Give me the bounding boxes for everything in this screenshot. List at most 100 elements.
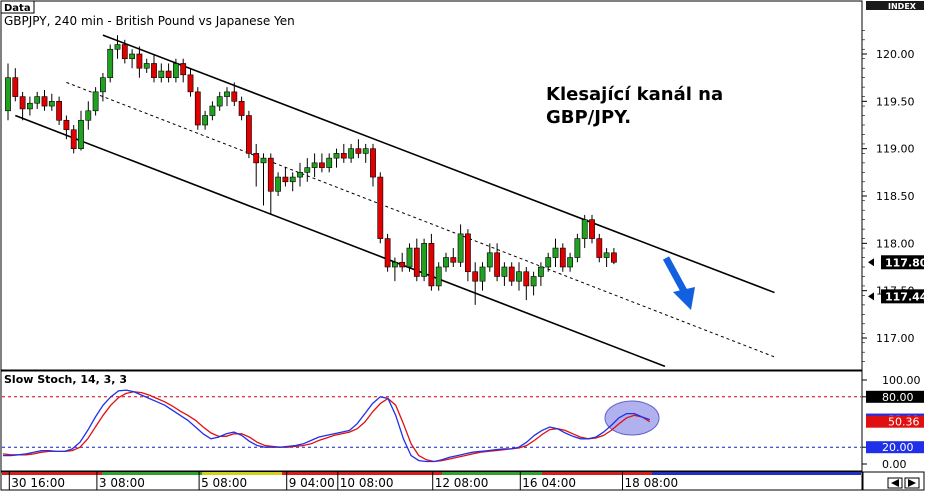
candle	[224, 87, 230, 107]
price-tag-pointer	[868, 258, 874, 267]
candle	[267, 153, 274, 215]
candle-body-bear	[180, 63, 187, 76]
candle	[26, 96, 33, 116]
price-tag-box	[881, 289, 924, 304]
candle-body-bull	[421, 243, 427, 277]
candle	[173, 58, 179, 83]
time-tick-label: 18 08:00	[625, 476, 679, 490]
candle	[567, 252, 573, 272]
candle	[246, 110, 252, 159]
candle	[165, 63, 172, 83]
candle	[187, 68, 194, 97]
candle	[136, 46, 143, 78]
candle-body-bull	[275, 176, 281, 192]
candle	[610, 248, 617, 265]
candle-body-bear	[194, 91, 201, 126]
candle	[589, 214, 595, 244]
price-tag-pointer	[868, 292, 874, 301]
candle	[85, 101, 92, 130]
candle	[348, 143, 354, 163]
candle-body-bear	[41, 96, 48, 107]
candle-body-bear	[413, 247, 420, 277]
data-tab[interactable]	[0, 0, 35, 14]
price-tick-label: 119.50	[876, 95, 915, 108]
candle	[282, 167, 289, 187]
price-tick-label: 118.50	[876, 190, 915, 203]
candle	[12, 68, 19, 102]
annotation-line-1: Klesající kanál na	[546, 84, 723, 105]
candle-body-bull	[85, 110, 92, 121]
candle	[370, 143, 376, 187]
candle	[428, 233, 435, 291]
candle	[603, 248, 610, 268]
candle-body-bull	[311, 162, 318, 168]
time-axis-colorbar	[2, 472, 861, 475]
price-panel	[0, 0, 863, 371]
candle-body-bear	[136, 53, 143, 69]
candle	[253, 143, 260, 187]
candle-body-bear	[121, 44, 128, 60]
channel-lower-line	[15, 114, 666, 368]
price-tag: 117.44	[868, 289, 925, 304]
candle-body-bear	[238, 101, 245, 116]
candle	[238, 96, 245, 121]
candle-body-bear	[267, 157, 274, 192]
index-tab[interactable]	[866, 1, 924, 10]
scroll-arrows-icon[interactable]	[887, 477, 920, 489]
candle	[501, 262, 508, 286]
candle	[78, 110, 84, 151]
candle-body-bear	[377, 176, 384, 239]
candle-body-bear	[165, 70, 172, 78]
channel-midline	[66, 81, 775, 358]
price-tick-label: 118.00	[876, 237, 915, 250]
time-tick-label: 10 08:00	[340, 476, 394, 490]
time-tick-label: 16 04:00	[522, 476, 576, 490]
candle-body-bull	[552, 247, 559, 258]
candle-body-bear	[428, 243, 435, 287]
candle-body-bear	[70, 129, 77, 149]
stochastic-crossover-ellipse	[604, 400, 660, 436]
candle-body-bull	[501, 266, 508, 277]
stoch-level-box	[866, 390, 924, 403]
candle-body-bull	[304, 167, 311, 173]
candle-body-bull	[129, 53, 135, 60]
candle	[194, 87, 201, 130]
candle	[435, 262, 442, 291]
candle-body-bear	[19, 96, 26, 110]
candle	[443, 252, 449, 272]
candle-body-bull	[289, 176, 296, 183]
candle-body-bear	[610, 252, 617, 263]
channel-lines	[15, 34, 775, 368]
candlesticks	[5, 35, 617, 305]
candle	[326, 153, 333, 173]
candle-body-bear	[472, 271, 479, 282]
candle	[333, 148, 340, 168]
annotation-line-2: GBP/JPY.	[546, 107, 631, 128]
price-tag-label: 117.44	[885, 290, 925, 303]
candle-body-bull	[100, 77, 106, 93]
stoch-tick-label: 80.00	[882, 391, 914, 404]
candle-body-bear	[56, 101, 62, 121]
price-tick-label: 119.00	[876, 143, 915, 156]
candle-body-bear	[12, 77, 19, 97]
candle	[63, 115, 70, 140]
candle-body-bear	[246, 115, 252, 154]
candle	[260, 153, 267, 206]
candle	[70, 125, 77, 154]
time-tick-label: 30 16:00	[11, 476, 65, 490]
candle-body-bull	[158, 70, 165, 78]
price-tick-label: 117.00	[876, 332, 915, 345]
candle	[19, 91, 26, 121]
candle-body-bear	[282, 176, 289, 183]
price-tag-label: 117.80	[885, 256, 925, 269]
candle-body-bear	[559, 247, 566, 268]
candle-body-bear	[355, 148, 362, 154]
candle-body-bull	[78, 119, 84, 149]
candle-body-bull	[34, 96, 41, 104]
time-tick-label: 3 08:00	[99, 476, 145, 490]
candle-body-bull	[603, 252, 610, 258]
candle-body-bear	[318, 162, 325, 168]
candle-body-bull	[457, 233, 464, 263]
candle-body-bull	[333, 153, 340, 159]
candle-body-bear	[187, 74, 194, 93]
